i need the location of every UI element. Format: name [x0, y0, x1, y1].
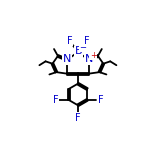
Text: N: N	[85, 54, 93, 64]
Text: F: F	[98, 95, 103, 105]
Text: F: F	[53, 95, 58, 105]
Text: F: F	[75, 113, 81, 123]
Text: F: F	[67, 36, 72, 46]
Text: +: +	[90, 51, 97, 60]
Text: F: F	[84, 36, 89, 46]
Text: −: −	[79, 43, 86, 52]
Text: B: B	[75, 46, 83, 56]
Text: N: N	[63, 54, 71, 64]
